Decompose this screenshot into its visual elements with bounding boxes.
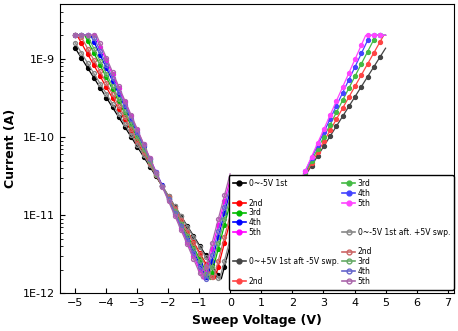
Legend: 0~-5V 1st, , 2nd, 3rd, 4th, 5th, , , 0~+5V 1st aft -5V swp., , 2nd, 3rd, 4th, 5t: 0~-5V 1st, , 2nd, 3rd, 4th, 5th, , , 0~+… <box>229 175 454 290</box>
Y-axis label: Current (A): Current (A) <box>4 109 17 188</box>
X-axis label: Sweep Voltage (V): Sweep Voltage (V) <box>192 314 322 327</box>
